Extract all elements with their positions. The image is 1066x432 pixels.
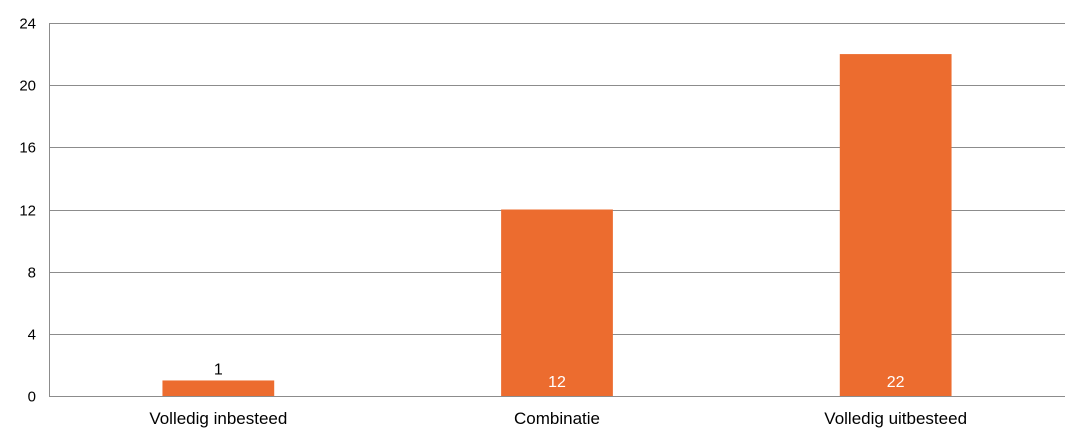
- bar: [839, 54, 952, 396]
- y-axis-ticks: 0 4 8 12 16 20 24: [19, 16, 36, 406]
- data-label: 1: [214, 361, 223, 378]
- data-labels: 1 12 22: [214, 361, 905, 391]
- data-label: 22: [887, 374, 905, 391]
- bars: [162, 54, 952, 396]
- bar: [501, 209, 613, 396]
- x-axis-categories: Volledig inbesteed Combinatie Volledig uit…: [149, 409, 967, 428]
- y-tick-label: 24: [19, 16, 36, 33]
- y-tick-label: 20: [19, 78, 36, 95]
- y-tick-label: 12: [19, 203, 36, 220]
- y-tick-label: 16: [19, 140, 36, 157]
- y-tick-label: 0: [28, 389, 36, 406]
- x-category-label: Combinatie: [514, 409, 600, 428]
- data-label: 12: [548, 374, 566, 391]
- y-tick-label: 8: [28, 265, 36, 282]
- bar: [162, 380, 275, 396]
- y-tick-label: 4: [28, 327, 36, 344]
- x-category-label: Volledig uitbesteed: [824, 409, 967, 428]
- x-category-label: Volledig inbesteed: [149, 409, 287, 428]
